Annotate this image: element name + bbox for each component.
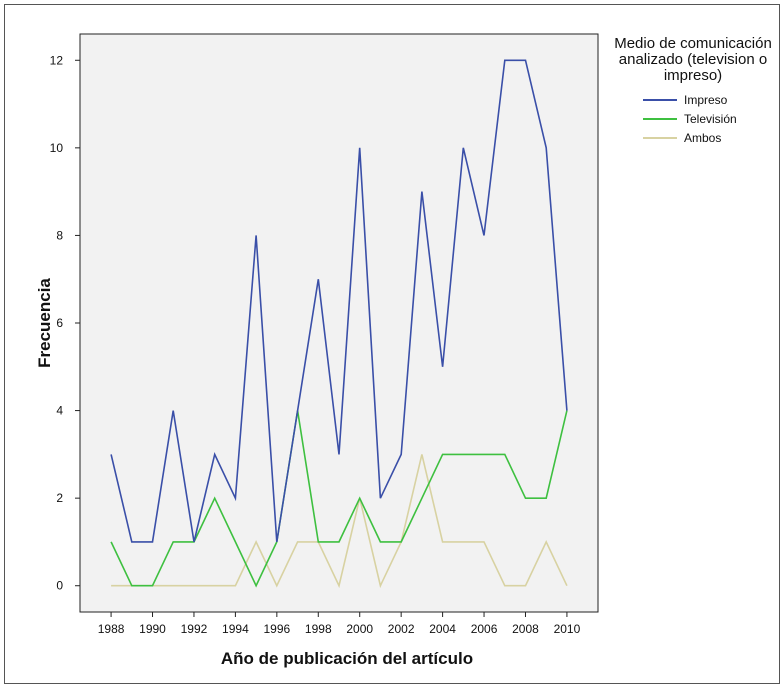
legend: Medio de comunicación analizado (televis… <box>608 36 784 147</box>
y-tick-label: 12 <box>50 53 64 67</box>
legend-label: Ambos <box>684 130 722 145</box>
x-tick-label: 1998 <box>305 622 332 636</box>
series-line-ambos <box>111 454 568 589</box>
y-tick-label: 2 <box>56 491 63 505</box>
legend-item: Ambos <box>643 128 784 147</box>
x-tick-label: 1992 <box>181 622 208 636</box>
plot-area <box>79 33 599 613</box>
y-axis-label: Frecuencia <box>35 278 54 368</box>
x-tick-label: 1996 <box>263 622 290 636</box>
legend-label: Impreso <box>684 92 728 107</box>
x-tick-label: 1988 <box>98 622 125 636</box>
y-tick-label: 10 <box>50 141 64 155</box>
y-tick-label: 4 <box>56 404 63 418</box>
x-tick-label: 2008 <box>512 622 539 636</box>
legend-label: Televisión <box>684 111 737 126</box>
axes: 0 2 4 6 8 10 12 1988 1990 1992 1994 1996 1998 2000 200… <box>50 53 581 636</box>
legend-swatch <box>643 98 677 101</box>
series-layer <box>110 59 568 589</box>
series-line-televisi-n <box>110 410 568 588</box>
legend-item: Televisión <box>643 109 784 128</box>
series-line-impreso <box>110 59 568 543</box>
x-tick-label: 1990 <box>139 622 166 636</box>
x-tick-label: 2000 <box>346 622 373 636</box>
y-tick-label: 6 <box>56 316 63 330</box>
legend-swatch <box>643 136 677 139</box>
x-axis-label: Año de publicación del artículo <box>221 649 473 668</box>
x-tick-label: 1994 <box>222 622 249 636</box>
x-tick-label: 2006 <box>471 622 498 636</box>
legend-item: Impreso <box>643 90 784 109</box>
x-tick-label: 2002 <box>388 622 415 636</box>
y-tick-label: 8 <box>56 228 63 242</box>
legend-title: Medio de comunicación analizado (televis… <box>614 35 772 84</box>
x-tick-label: 2010 <box>554 622 581 636</box>
y-tick-label: 0 <box>56 579 63 593</box>
x-tick-label: 2004 <box>429 622 456 636</box>
legend-items: Impreso Televisión Ambos <box>643 90 784 147</box>
legend-swatch <box>643 117 677 120</box>
